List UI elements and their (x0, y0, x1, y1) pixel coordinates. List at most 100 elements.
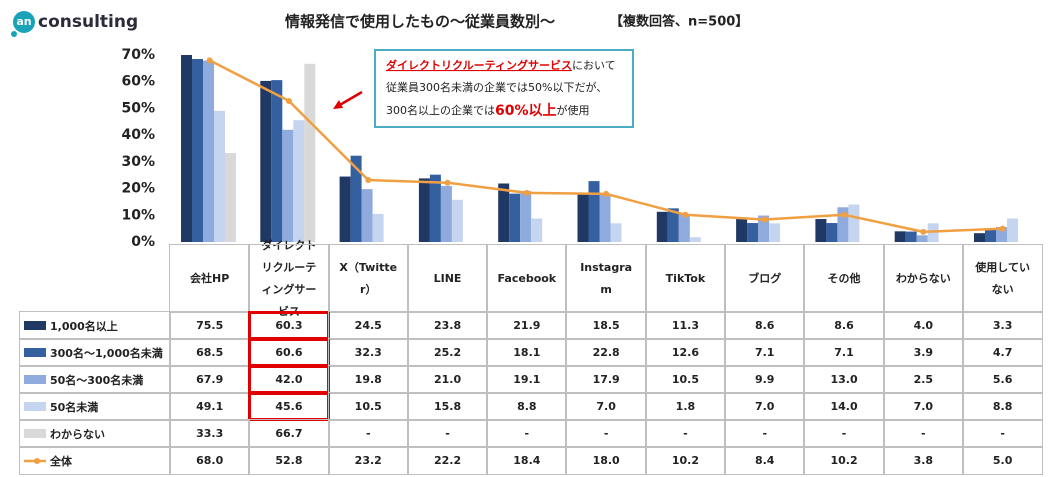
value-cell: 18.0 (565, 446, 647, 475)
bar (974, 233, 985, 242)
bar (758, 215, 770, 242)
bar (418, 178, 430, 242)
annotation-box (374, 49, 634, 128)
bar (531, 218, 543, 242)
bar (293, 120, 305, 242)
value-cell: 5.6 (962, 365, 1043, 394)
bar (350, 155, 362, 242)
y-tick-label: 30% (121, 154, 155, 170)
line-marker (365, 177, 372, 184)
line-marker (761, 216, 768, 223)
value-cell: 7.0 (724, 392, 805, 421)
value-cell: 7.1 (803, 338, 885, 367)
bar (214, 110, 225, 242)
value-cell: - (328, 419, 409, 448)
bar (260, 80, 272, 242)
value-cell: 8.8 (486, 392, 567, 421)
value-cell: 4.0 (883, 311, 964, 340)
category-header: LINE (407, 244, 488, 313)
bar (848, 204, 860, 242)
legend-marker (34, 458, 40, 464)
annotation-arrowhead (333, 100, 343, 109)
line-marker (841, 211, 848, 218)
value-cell: 18.5 (565, 311, 647, 340)
bar (577, 192, 589, 242)
category-header: TikTok (645, 244, 726, 313)
bar (678, 213, 690, 242)
bar (837, 207, 849, 242)
value-cell: 1.8 (645, 392, 726, 421)
bar (451, 199, 463, 242)
bar (498, 183, 510, 242)
bar (429, 174, 441, 242)
logo-dot (11, 31, 17, 37)
category-header: 会社HP (169, 244, 250, 313)
legend-box (24, 429, 46, 438)
legend-swatch (24, 375, 46, 384)
value-cell: - (803, 419, 885, 448)
value-cell: 5.0 (962, 446, 1043, 475)
value-cell: 11.3 (645, 311, 726, 340)
bar (203, 60, 214, 242)
bar (339, 176, 351, 242)
legend-label: わからない (50, 427, 105, 441)
bar (826, 223, 838, 242)
annotation-line: 300名以上の企業では60%以上が使用 (386, 103, 590, 119)
bar (894, 231, 906, 242)
legend-cell: 300名～1,000名未満 (19, 338, 171, 367)
bar (667, 208, 679, 242)
value-cell: 14.0 (803, 392, 885, 421)
value-cell: 52.8 (248, 446, 330, 475)
category-header: ダイレクトリクルーティングサービス (248, 239, 330, 318)
bar (282, 129, 294, 242)
legend-label: 1,000名以上 (50, 319, 118, 333)
value-cell: - (407, 419, 488, 448)
value-cell: 8.6 (803, 311, 885, 340)
value-cell: - (565, 419, 647, 448)
value-cell: 21.9 (486, 311, 567, 340)
value-cell: 10.5 (645, 365, 726, 394)
category-header: Facebook (486, 244, 567, 313)
value-cell: 68.5 (169, 338, 250, 367)
legend-box (24, 375, 46, 384)
legend-swatch (24, 321, 46, 330)
value-cell: 9.9 (724, 365, 805, 394)
value-cell: 7.1 (724, 338, 805, 367)
value-cell: 3.9 (883, 338, 964, 367)
bar (610, 223, 622, 242)
value-cell: 18.1 (486, 338, 567, 367)
value-cell: 22.8 (565, 338, 647, 367)
value-cell: 13.0 (803, 365, 885, 394)
legend-cell: 50名未満 (19, 392, 171, 421)
bar (588, 181, 600, 242)
y-tick-label: 50% (121, 100, 155, 116)
legend-label: 全体 (50, 454, 72, 468)
annotation-text: 300名以上の企業では (386, 103, 495, 117)
line-marker (999, 225, 1006, 232)
value-cell: - (962, 419, 1043, 448)
value-cell: 49.1 (169, 392, 250, 421)
value-cell: 7.0 (565, 392, 647, 421)
value-cell: 15.8 (407, 392, 488, 421)
plot-area (181, 55, 1018, 243)
annotation-text: において (572, 59, 616, 72)
value-cell: 8.6 (724, 311, 805, 340)
value-cell: 67.9 (169, 365, 250, 394)
annotation-arrow (337, 90, 363, 108)
legend-swatch (24, 458, 46, 464)
value-cell: 3.8 (883, 446, 964, 475)
value-cell: 19.1 (486, 365, 567, 394)
logo-text: consulting (38, 12, 138, 32)
bar (736, 219, 748, 242)
y-tick-label: 60% (121, 74, 155, 90)
category-header: Instagram (565, 244, 647, 313)
logo-mark (13, 11, 35, 33)
bar (916, 235, 928, 242)
value-cell: 10.2 (645, 446, 726, 475)
bar (656, 211, 668, 242)
bar (599, 194, 611, 242)
bar (372, 213, 384, 242)
y-tick-label: 10% (121, 207, 155, 223)
